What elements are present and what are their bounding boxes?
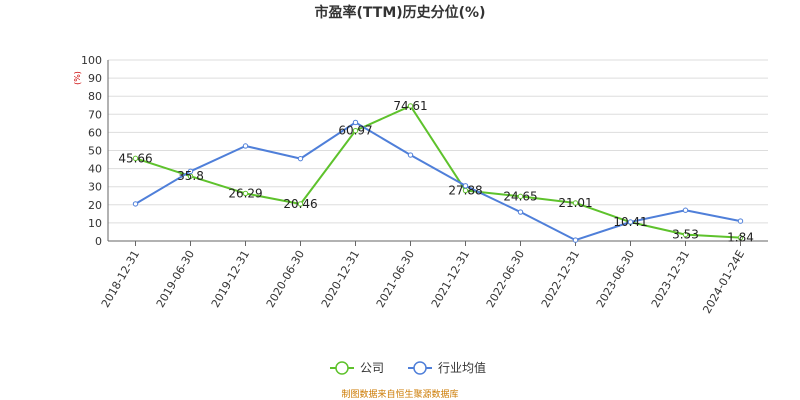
x-tick-label: 2019-12-31 — [209, 248, 252, 310]
data-label: 1.84 — [727, 231, 754, 245]
data-point — [517, 209, 524, 215]
data-point — [682, 231, 689, 238]
y-tick-label: 20 — [88, 199, 102, 212]
data-point — [572, 237, 579, 243]
y-tick-label: 30 — [88, 181, 102, 194]
x-tick-label: 2019-06-30 — [154, 248, 197, 310]
y-tick-label: 0 — [95, 235, 102, 248]
data-point — [297, 155, 304, 162]
y-tick-label: 100 — [81, 54, 102, 67]
series-line — [135, 104, 741, 239]
data-point — [352, 119, 359, 126]
data-point — [407, 152, 414, 158]
data-point — [737, 218, 744, 224]
y-unit-label: (%) — [73, 71, 82, 85]
data-labels: 45.66 35.8 26.29 20.46 60.97 74.61 27.88 24.65 2… — [118, 99, 754, 245]
x-axis-ticks: 2018-12-31 2019-06-30 2019-12-31 2020-06-30… — [99, 241, 747, 316]
data-label: 20.46 — [283, 197, 317, 211]
legend[interactable]: 公司 行业均值 — [330, 360, 486, 375]
x-tick-label: 2022-06-30 — [484, 248, 527, 310]
data-point — [187, 168, 194, 175]
grid-lines — [108, 59, 768, 224]
x-tick-label: 2024-01-24E — [700, 248, 747, 316]
data-point — [627, 219, 634, 225]
data-point — [297, 201, 304, 207]
y-tick-label: 90 — [88, 72, 102, 85]
data-label: 21.01 — [558, 196, 592, 210]
y-tick-label: 50 — [88, 145, 102, 158]
x-tick-label: 2023-12-31 — [649, 248, 692, 310]
x-tick-label: 2021-12-31 — [429, 248, 472, 310]
data-point — [517, 193, 524, 200]
y-tick-label: 60 — [88, 126, 102, 139]
source-note: 制图数据来自恒生聚源数据库 — [341, 388, 458, 400]
data-point — [407, 103, 414, 109]
chart-title: 市盈率(TTM)历史分位(%) — [315, 4, 486, 21]
y-tick-label: 70 — [88, 108, 102, 121]
series-lines — [132, 103, 744, 243]
y-axis-ticks: 0 10 20 30 40 50 60 70 80 90 100 — [81, 54, 102, 248]
data-point — [572, 200, 579, 206]
data-label: 26.29 — [228, 186, 262, 200]
data-label: 24.65 — [503, 189, 537, 203]
data-point — [242, 190, 249, 197]
data-point — [462, 183, 469, 189]
data-label: 10.41 — [613, 215, 647, 229]
x-tick-label: 2020-12-31 — [319, 248, 362, 310]
data-label: 45.66 — [118, 151, 152, 165]
axes — [107, 60, 768, 242]
x-tick-label: 2021-06-30 — [374, 248, 417, 310]
data-label: 60.97 — [338, 124, 372, 138]
legend-label[interactable]: 行业均值 — [438, 360, 486, 375]
data-point — [132, 201, 139, 207]
data-point — [242, 143, 249, 149]
legend-swatch-marker — [335, 361, 349, 375]
x-tick-label: 2020-06-30 — [264, 248, 307, 310]
data-point — [352, 127, 359, 134]
x-tick-label: 2018-12-31 — [99, 248, 142, 310]
data-point — [737, 234, 744, 241]
y-tick-label: 10 — [88, 217, 102, 230]
y-tick-label: 40 — [88, 163, 102, 176]
data-point — [682, 207, 689, 213]
x-tick-label: 2023-06-30 — [594, 248, 637, 310]
data-point — [132, 155, 139, 162]
data-label: 3.53 — [672, 228, 699, 242]
series-line — [134, 121, 741, 242]
legend-label[interactable]: 公司 — [360, 361, 384, 375]
data-label: 35.8 — [177, 169, 204, 183]
y-tick-label: 80 — [88, 90, 102, 103]
legend-swatch-marker — [413, 361, 427, 375]
data-label: 74.61 — [393, 99, 427, 113]
data-label: 27.88 — [448, 184, 482, 198]
x-tick-label: 2022-12-31 — [539, 248, 582, 310]
